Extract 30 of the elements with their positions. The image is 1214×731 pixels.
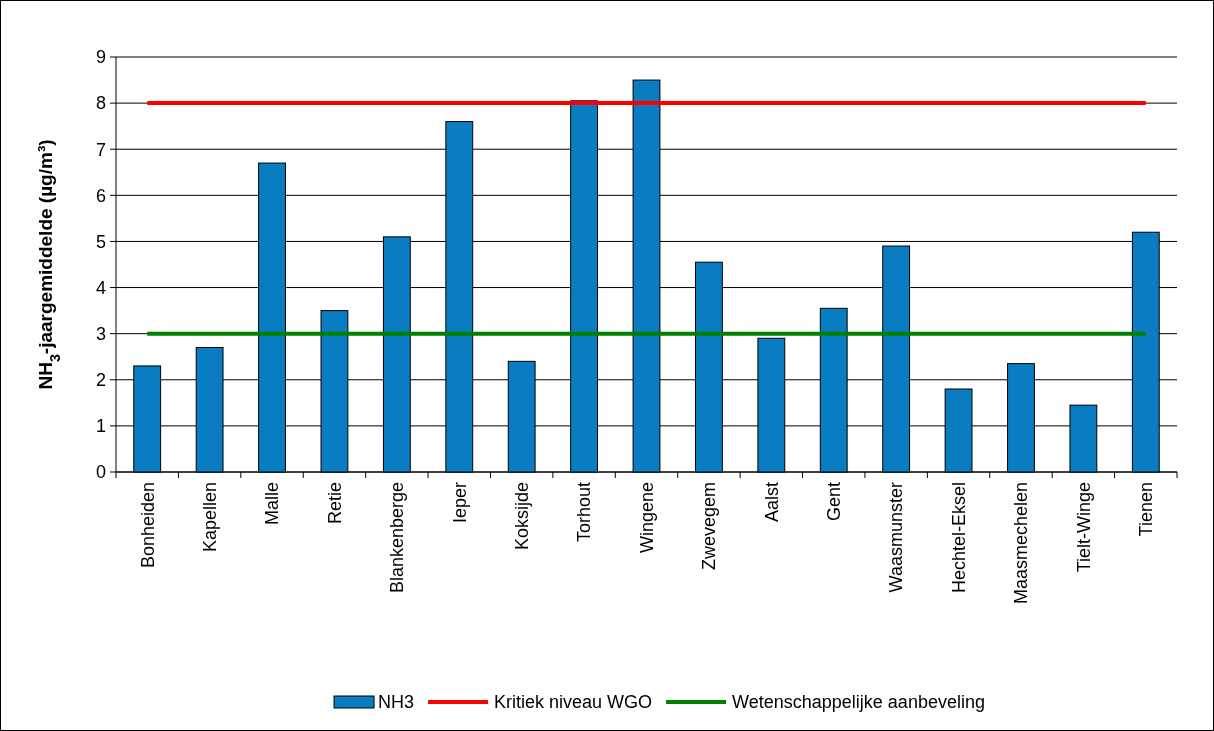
y-tick-label: 3 [95, 323, 106, 344]
y-tick-label: 4 [95, 277, 106, 298]
x-tick-label: Maasmechelen [1011, 482, 1032, 605]
y-tick-label: 9 [95, 47, 106, 68]
legend-label: NH3 [378, 692, 415, 713]
x-tick-label: Wingene [636, 482, 657, 554]
legend-label: Kritiek niveau WGO [494, 692, 653, 713]
y-tick-label: 6 [95, 185, 106, 206]
x-tick-label: Hechtel-Eksel [948, 482, 969, 594]
x-tick-label: Kapellen [199, 482, 220, 553]
x-tick-label: Torhout [574, 482, 595, 543]
x-tick-label: Aalst [761, 482, 782, 523]
x-tick-label: Bonheiden [137, 482, 158, 569]
x-tick-label: Koksijde [511, 482, 532, 551]
y-tick-label: 5 [95, 231, 106, 252]
y-tick-label: 7 [95, 139, 106, 160]
y-tick-label: 2 [95, 370, 106, 391]
x-tick-label: Zwevegem [699, 482, 720, 571]
y-tick-label: 8 [95, 93, 106, 114]
legend-label: Wetenschappelijke aanbeveling [732, 692, 985, 713]
x-tick-label: Tielt-Winge [1073, 482, 1094, 573]
x-tick-label: Blankenberge [387, 482, 408, 594]
x-tick-label: Gent [824, 482, 845, 522]
x-tick-label: Ieper [449, 482, 470, 524]
y-tick-label: 1 [95, 416, 106, 437]
x-tick-label: Malle [262, 482, 283, 526]
x-tick-label: Tienen [1136, 482, 1157, 537]
x-tick-label: Waasmunster [886, 482, 907, 593]
y-tick-label: 0 [95, 462, 106, 483]
x-tick-label: Retie [324, 482, 345, 525]
